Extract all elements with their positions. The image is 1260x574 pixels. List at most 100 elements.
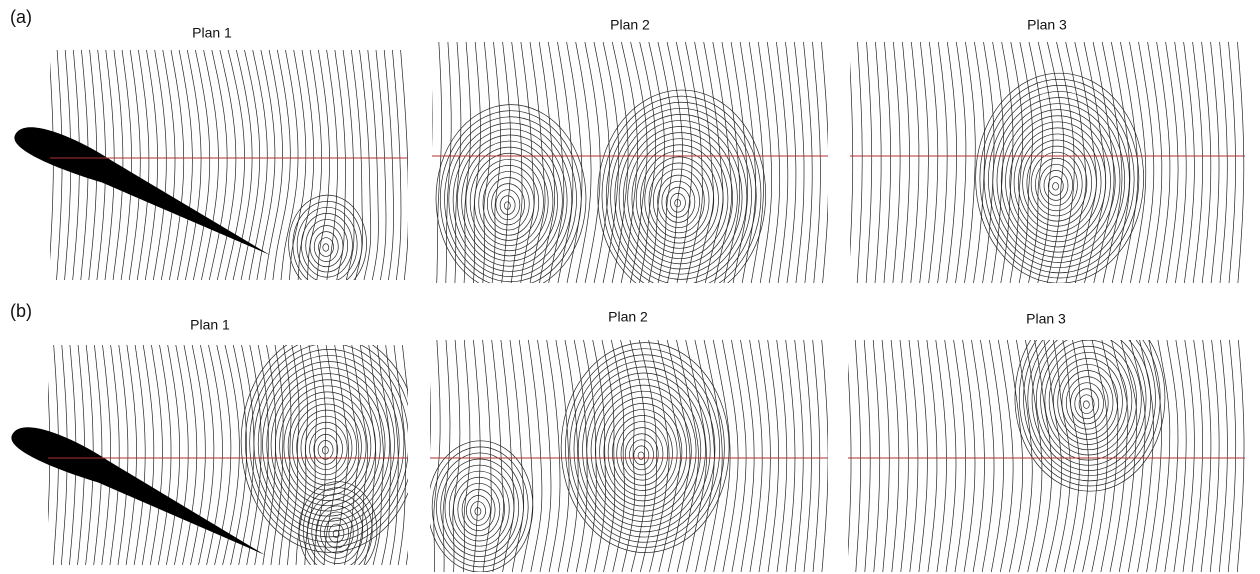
streamline <box>989 340 1004 572</box>
streamline <box>334 50 346 280</box>
streamline <box>1018 42 1033 283</box>
vortex-ring <box>296 409 358 486</box>
panel-title: Plan 1 <box>192 25 232 41</box>
streamline <box>749 340 763 572</box>
streamline <box>1056 42 1075 283</box>
streamline <box>794 340 804 572</box>
streamline <box>901 42 910 283</box>
vortex-ring <box>287 397 367 496</box>
vortex-ring <box>315 505 359 559</box>
streamline <box>400 50 408 280</box>
vortex-ring <box>1009 121 1107 243</box>
streamline <box>1173 340 1187 572</box>
streamline <box>1083 42 1106 283</box>
vortex-ring <box>304 421 348 476</box>
streamline <box>417 50 423 280</box>
vortex-ring <box>623 126 738 270</box>
vortex-ring <box>1040 340 1137 461</box>
streamline <box>1118 340 1138 572</box>
streamline <box>1016 340 1033 572</box>
vortex-ring <box>979 78 1140 279</box>
vortex-ring <box>644 156 715 244</box>
streamline <box>177 50 193 280</box>
streamline <box>1046 42 1065 283</box>
streamline <box>182 345 198 565</box>
vortex-ring <box>661 180 696 223</box>
streamline <box>564 340 579 572</box>
vortex-ring <box>594 390 692 512</box>
vortex-ring <box>332 529 340 539</box>
streamline <box>785 42 797 283</box>
streamline <box>620 340 636 572</box>
streamline <box>1182 340 1195 572</box>
streamline <box>1025 340 1043 572</box>
streamline <box>385 345 399 565</box>
streamline <box>454 42 462 283</box>
streamline <box>1092 42 1115 283</box>
vortex-ring <box>635 144 724 254</box>
streamline <box>185 50 202 280</box>
streamline <box>410 42 413 283</box>
streamline <box>157 345 172 565</box>
vortex-ring <box>461 140 558 262</box>
vortex-ring <box>652 168 705 234</box>
streamline <box>463 42 471 283</box>
streamline <box>1165 42 1179 283</box>
streamline <box>166 345 180 565</box>
streamline <box>821 340 828 572</box>
streamline <box>537 340 552 572</box>
vortex-ring <box>1082 400 1090 409</box>
vortex-ring <box>565 348 725 548</box>
streamline <box>1255 340 1260 572</box>
streamline <box>350 50 364 280</box>
streamline <box>193 50 211 280</box>
vortex-ring <box>674 199 682 208</box>
vortex-ring <box>665 186 691 218</box>
streamline <box>411 345 421 565</box>
vortex-ring <box>465 146 554 257</box>
streamline <box>703 42 724 283</box>
vortex-ring <box>1078 394 1095 414</box>
vortex-ring <box>633 445 650 465</box>
streamline <box>1091 340 1108 572</box>
streamline <box>1147 42 1163 283</box>
streamline <box>848 362 852 558</box>
streamline-plot <box>848 340 1260 572</box>
vortex-ring <box>1053 358 1123 445</box>
streamline <box>648 340 670 572</box>
streamline <box>407 340 411 572</box>
vortex-ring <box>560 342 730 553</box>
vortex-ring <box>1005 115 1111 248</box>
vortex-ring <box>305 219 349 273</box>
streamline <box>289 50 307 280</box>
vortex-ring <box>301 213 353 278</box>
vortex-ring <box>495 189 521 221</box>
streamline <box>638 340 657 572</box>
vortex-ring <box>288 194 367 280</box>
vortex-ring <box>431 446 529 568</box>
streamline <box>254 345 269 565</box>
vortex-ring <box>670 192 686 213</box>
streamline <box>432 88 433 148</box>
vortex-ring <box>448 122 573 277</box>
vortex-ring <box>612 415 673 491</box>
streamline <box>812 340 821 572</box>
streamline <box>997 340 1014 572</box>
vortex-ring <box>1044 345 1133 456</box>
streamline <box>419 42 423 283</box>
vortex-ring <box>637 451 645 460</box>
vortex-ring <box>657 174 700 228</box>
streamline <box>831 42 837 283</box>
streamline <box>973 42 985 283</box>
streamline <box>436 42 442 283</box>
streamline <box>160 50 176 280</box>
vortex-ring <box>1027 340 1152 477</box>
streamline <box>830 42 833 283</box>
streamline <box>342 50 355 280</box>
vortex-ring <box>322 243 330 252</box>
streamline <box>1200 340 1212 572</box>
streamline <box>1034 340 1053 572</box>
streamline <box>125 345 137 565</box>
streamline <box>980 340 995 572</box>
streamline <box>685 340 707 572</box>
